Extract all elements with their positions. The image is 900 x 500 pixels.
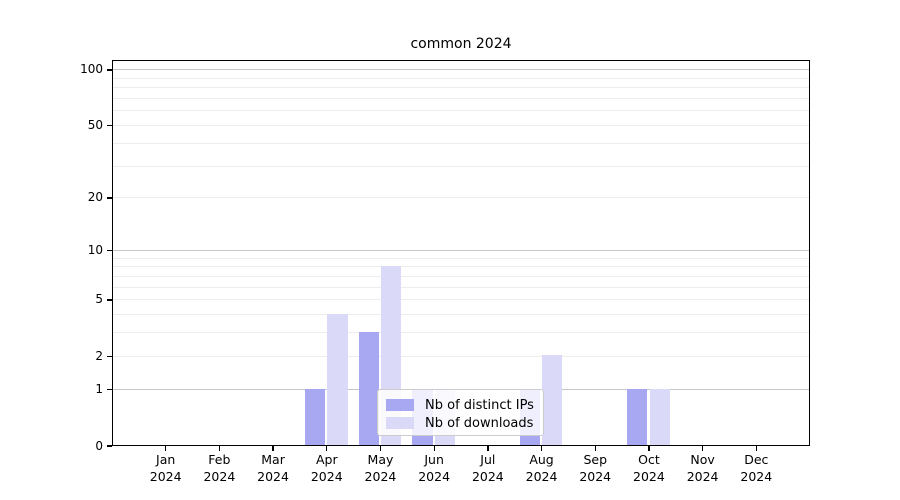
gridline-major bbox=[113, 249, 809, 251]
gridline-minor bbox=[113, 77, 809, 79]
gridline-major bbox=[113, 69, 809, 71]
y-tick-mark bbox=[106, 69, 112, 71]
x-tick-mark bbox=[433, 446, 435, 451]
bar-distinct-ips bbox=[304, 388, 326, 445]
gridline-minor bbox=[113, 266, 809, 268]
legend: Nb of distinct IPs Nb of downloads bbox=[377, 389, 544, 436]
y-tick-label: 10 bbox=[87, 243, 103, 258]
bar-distinct-ips bbox=[627, 388, 648, 445]
x-tick-label: May 2024 bbox=[364, 452, 397, 484]
y-tick-label: 0 bbox=[95, 438, 103, 453]
x-tick-label: Dec 2024 bbox=[740, 452, 773, 484]
legend-item: Nb of distinct IPs bbox=[386, 396, 535, 414]
x-tick-label: Apr 2024 bbox=[310, 452, 343, 484]
x-tick-label: Mar 2024 bbox=[257, 452, 289, 484]
x-tick-label: Jun 2024 bbox=[418, 452, 451, 484]
bar-downloads bbox=[327, 313, 348, 445]
y-tick-mark bbox=[106, 124, 112, 127]
x-tick-mark bbox=[540, 446, 543, 451]
x-tick-mark bbox=[165, 446, 167, 451]
gridline-minor bbox=[113, 197, 809, 199]
x-tick-label: Aug 2024 bbox=[525, 452, 558, 484]
x-tick-label: Jan 2024 bbox=[149, 452, 182, 484]
x-tick-label: Sep 2024 bbox=[579, 452, 612, 484]
y-tick-mark bbox=[106, 355, 112, 358]
legend-label: Nb of distinct IPs bbox=[425, 397, 534, 413]
y-tick-label: 2 bbox=[95, 348, 103, 363]
bar-downloads bbox=[542, 355, 563, 445]
legend-item: Nb of downloads bbox=[386, 414, 535, 432]
chart-title: common 2024 bbox=[410, 36, 512, 52]
x-tick-mark bbox=[594, 446, 596, 451]
gridline-minor bbox=[113, 355, 809, 357]
gridline-minor bbox=[113, 275, 809, 277]
gridline-minor bbox=[113, 314, 809, 316]
x-tick-label: Nov 2024 bbox=[686, 452, 719, 484]
y-tick-label: 50 bbox=[87, 118, 103, 133]
gridline-minor bbox=[113, 332, 809, 334]
gridline-minor bbox=[113, 124, 809, 126]
legend-swatch-distinct-ips bbox=[386, 399, 414, 411]
gridline-minor bbox=[113, 110, 809, 112]
x-tick-mark bbox=[272, 446, 274, 451]
y-tick-label: 1 bbox=[95, 382, 103, 396]
bar-downloads bbox=[649, 388, 670, 445]
x-tick-mark bbox=[379, 446, 382, 451]
x-tick-mark bbox=[218, 446, 221, 451]
gridline-minor bbox=[113, 165, 809, 167]
x-tick-mark bbox=[326, 446, 328, 451]
legend-label: Nb of downloads bbox=[425, 415, 534, 431]
y-tick-label: 100 bbox=[80, 62, 103, 77]
gridline-minor bbox=[113, 257, 809, 259]
y-tick-label: 20 bbox=[87, 190, 103, 205]
x-tick-label: Jul 2024 bbox=[471, 452, 504, 484]
y-tick-mark bbox=[106, 197, 112, 199]
x-tick-mark bbox=[487, 446, 489, 451]
gridline-minor bbox=[113, 87, 809, 89]
x-tick-mark bbox=[702, 446, 704, 451]
gridline-minor bbox=[113, 142, 809, 144]
gridline-minor bbox=[113, 97, 809, 99]
y-tick-mark bbox=[106, 299, 112, 301]
legend-swatch-downloads bbox=[386, 417, 414, 429]
x-tick-label: Oct 2024 bbox=[633, 452, 665, 484]
bar-distinct-ips bbox=[358, 332, 379, 445]
gridline-minor bbox=[113, 299, 809, 301]
y-tick-mark bbox=[106, 445, 112, 447]
x-tick-label: Feb 2024 bbox=[203, 452, 236, 484]
x-tick-mark bbox=[648, 446, 650, 451]
y-tick-mark bbox=[106, 249, 112, 252]
y-tick-mark bbox=[106, 388, 112, 391]
x-tick-mark bbox=[755, 446, 757, 451]
y-tick-label: 5 bbox=[95, 292, 103, 307]
gridline-minor bbox=[113, 286, 809, 288]
